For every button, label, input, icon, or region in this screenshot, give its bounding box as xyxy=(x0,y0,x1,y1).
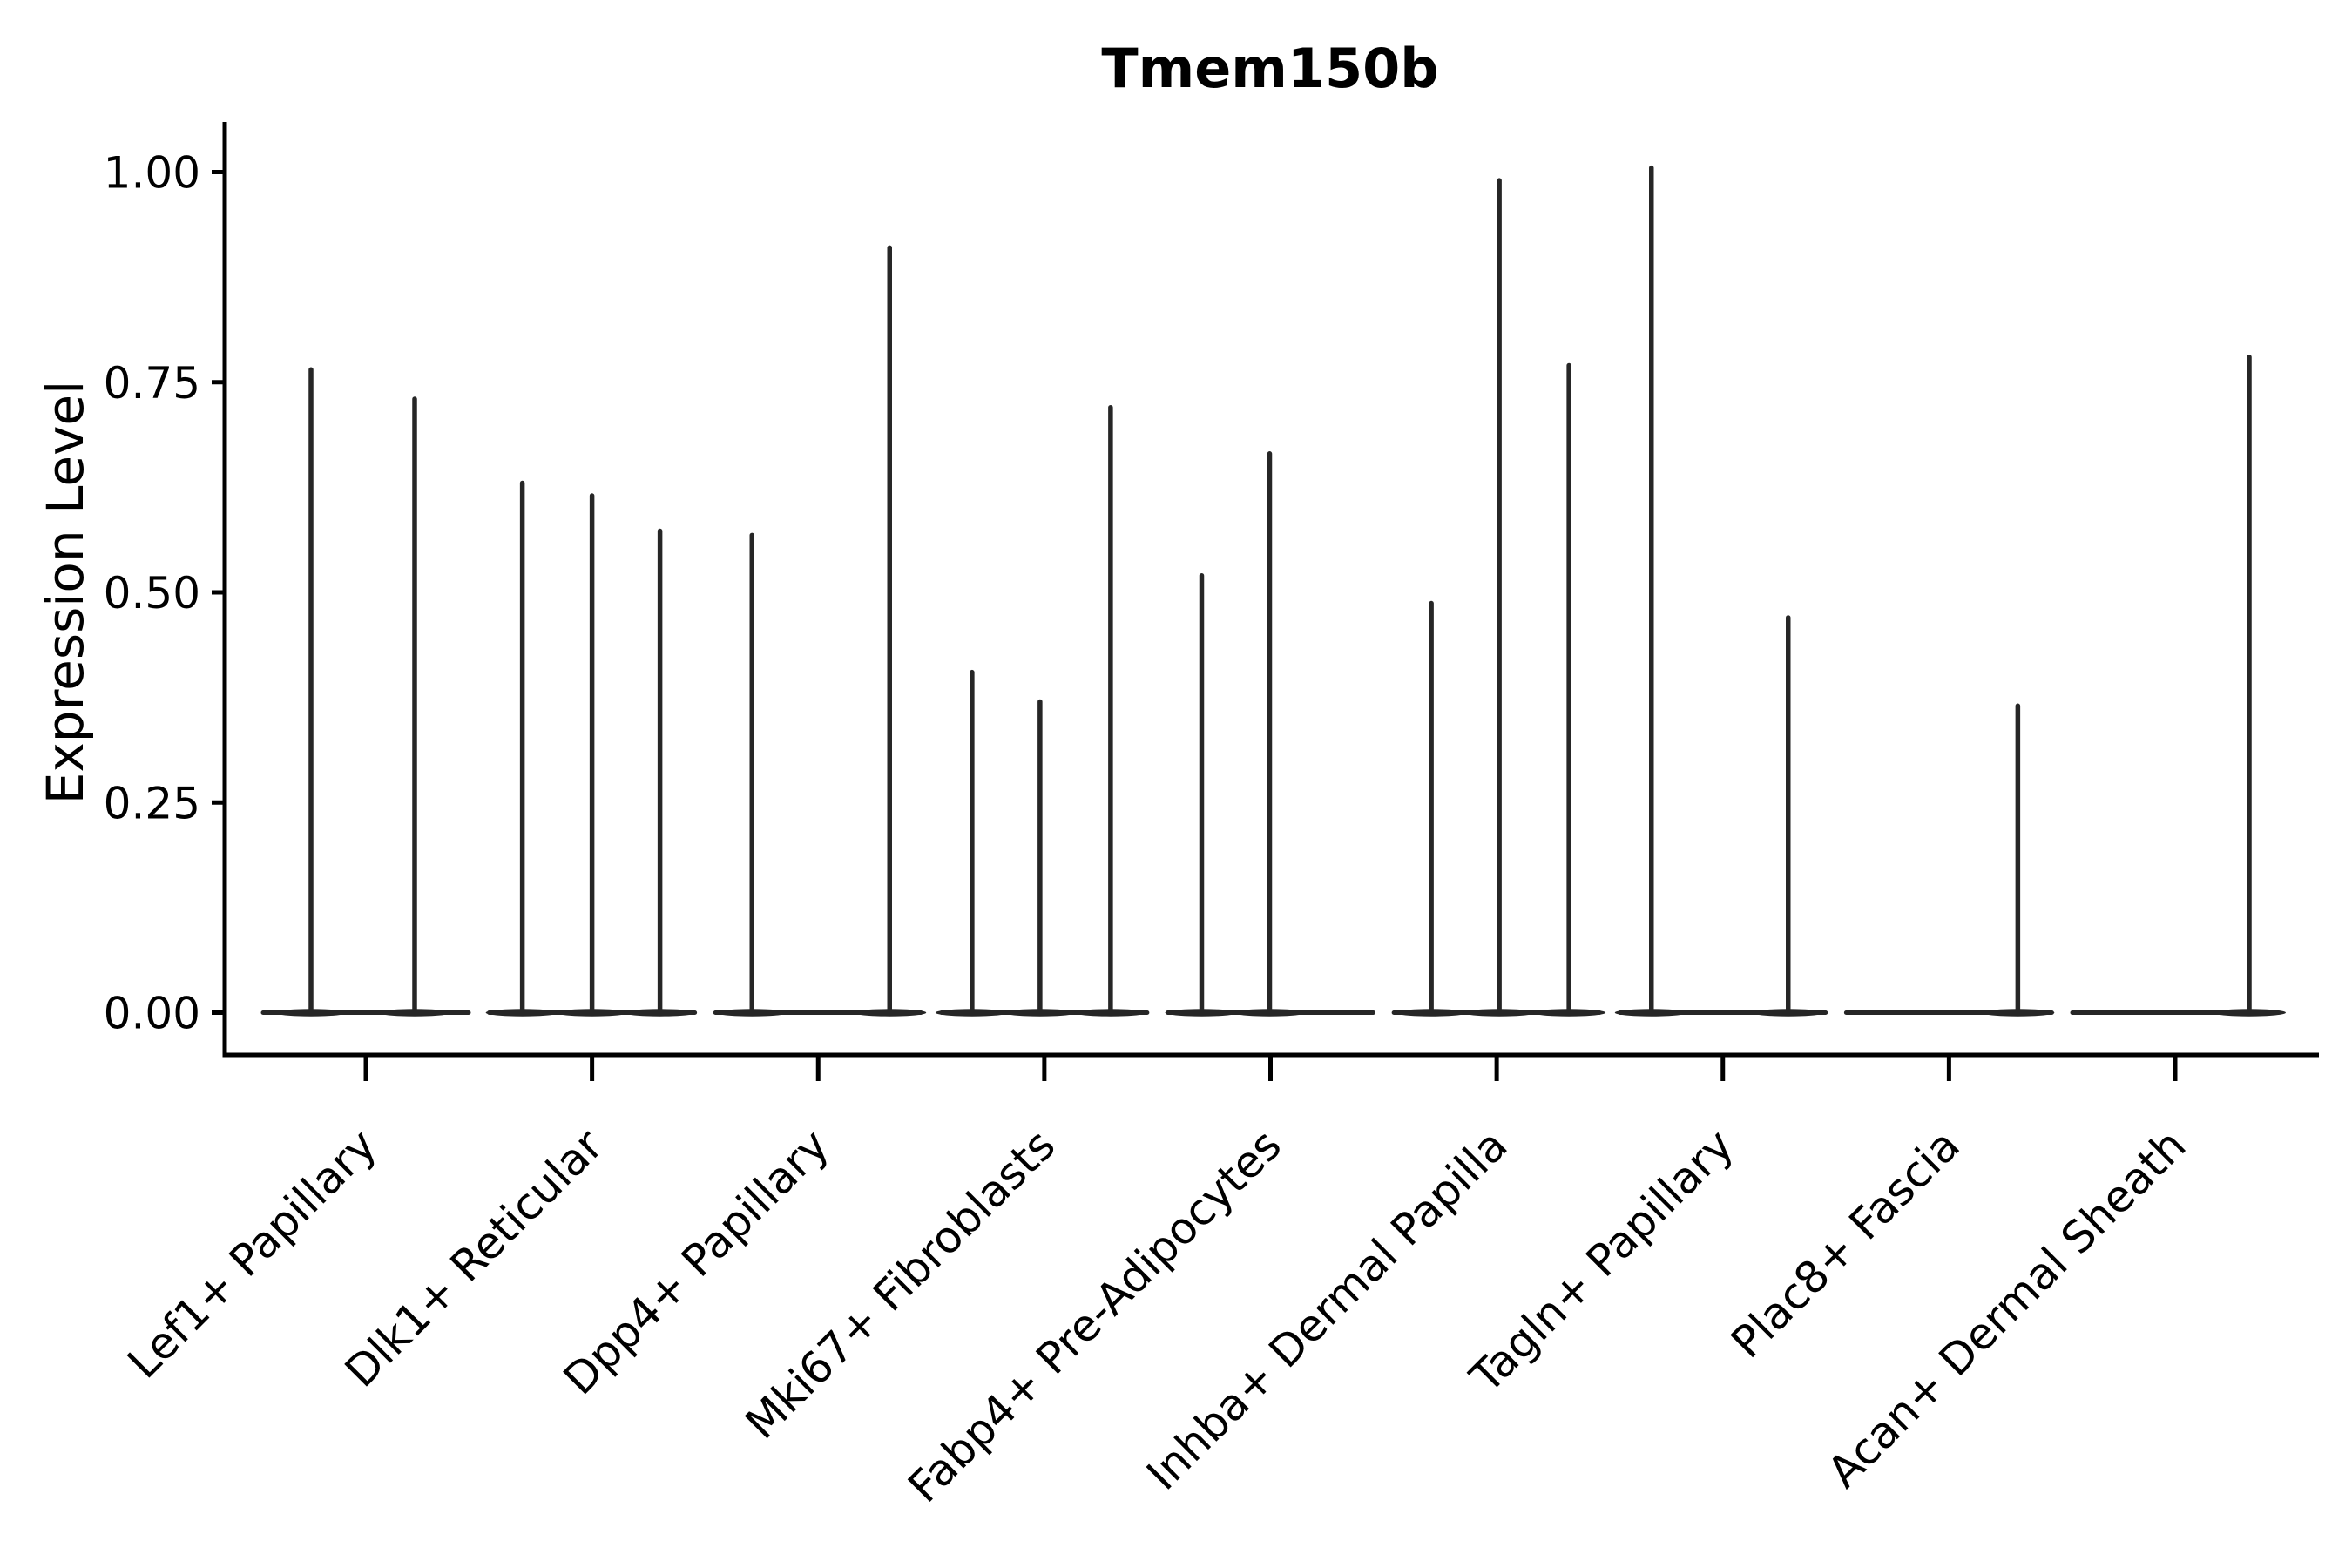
x-category-label: Acan+ Dermal Sheath xyxy=(1818,1119,2196,1497)
y-tick-label: 0.00 xyxy=(104,989,200,1039)
y-tick-label: 0.25 xyxy=(104,778,200,828)
x-category-label: Inhba+ Dermal Papilla xyxy=(1137,1119,1517,1499)
y-tick-label: 1.00 xyxy=(104,148,200,199)
y-tick-label: 0.50 xyxy=(104,568,200,618)
y-axis-label: Expression Level xyxy=(36,381,95,804)
y-tick-label: 0.75 xyxy=(104,358,200,409)
x-category-label: Plac8+ Fascia xyxy=(1721,1119,1970,1368)
chart-title: Tmem150b xyxy=(1101,37,1438,100)
x-category-label: Lef1+ Papillary xyxy=(118,1119,386,1388)
x-category-label: Fabp4+ Pre-Adipocytes xyxy=(898,1119,1291,1512)
